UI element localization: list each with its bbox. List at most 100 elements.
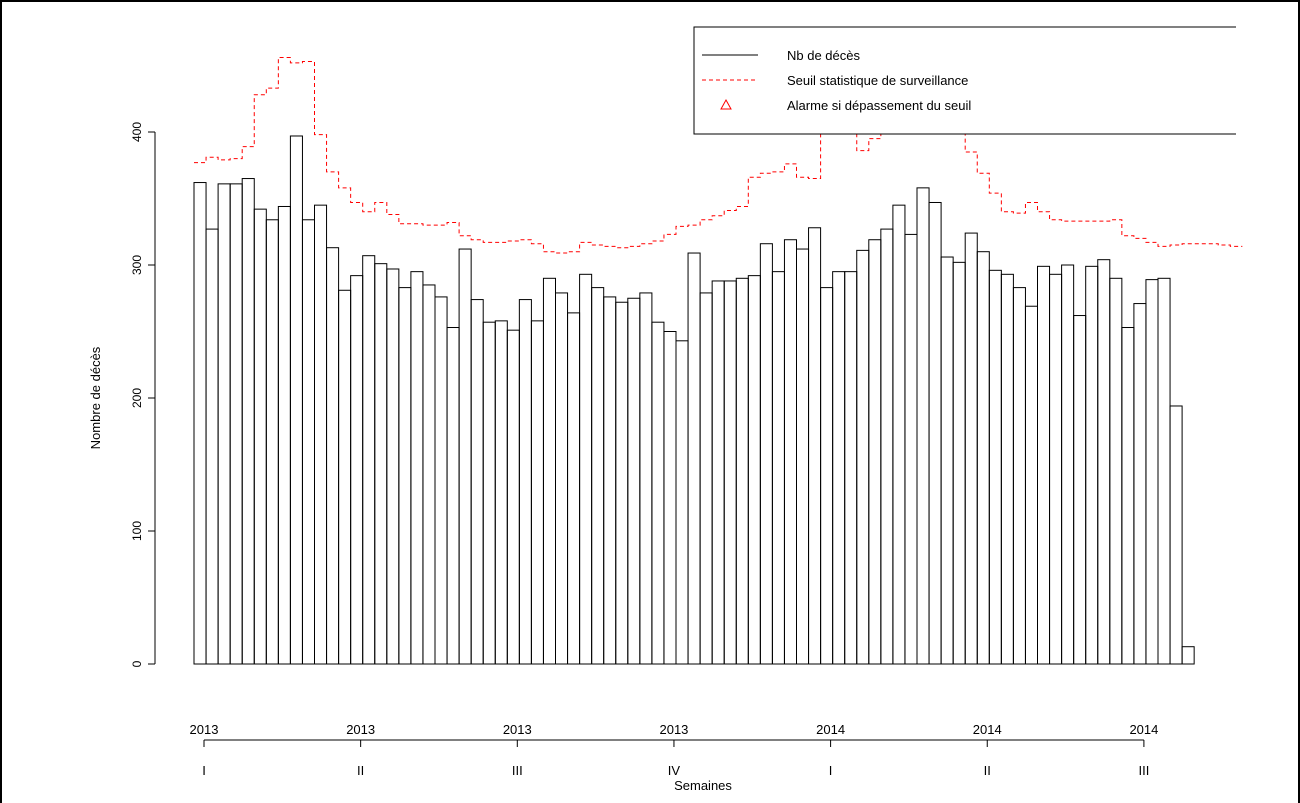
bar-week-20 bbox=[422, 284, 436, 665]
bar-week-67 bbox=[988, 269, 1002, 665]
bar-week-9 bbox=[289, 135, 303, 665]
legend-label-2: Alarme si dépassement du seuil bbox=[787, 98, 971, 113]
bar-week-15 bbox=[362, 255, 376, 665]
y-tick-label-100: 100 bbox=[130, 521, 144, 541]
bar-week-78 bbox=[1121, 327, 1135, 665]
legend-label-1: Seuil statistique de surveillance bbox=[787, 73, 968, 88]
bar-week-3 bbox=[217, 183, 231, 665]
bar-week-81 bbox=[1157, 277, 1171, 665]
bar-week-63 bbox=[940, 256, 954, 665]
bar-week-4 bbox=[229, 183, 243, 665]
legend-label-0: Nb de décès bbox=[787, 48, 860, 63]
x-year-label-4: 2014 bbox=[816, 722, 845, 737]
bar-week-5 bbox=[241, 178, 255, 665]
x-quarter-label-1: II bbox=[357, 763, 364, 778]
x-year-label-1: 2013 bbox=[346, 722, 375, 737]
bar-week-23 bbox=[458, 248, 472, 665]
bar-week-27 bbox=[506, 329, 520, 665]
bar-week-42 bbox=[687, 252, 701, 665]
x-quarter-label-2: III bbox=[512, 763, 523, 778]
bar-week-76 bbox=[1097, 259, 1111, 665]
bar-week-74 bbox=[1073, 315, 1087, 665]
bar-week-47 bbox=[747, 275, 761, 665]
bar-week-57 bbox=[868, 239, 882, 665]
bar-week-53 bbox=[820, 287, 834, 665]
bar-week-8 bbox=[277, 205, 291, 665]
x-axis-label: Semaines bbox=[674, 778, 732, 793]
y-tick-label-300: 300 bbox=[130, 255, 144, 275]
bar-week-41 bbox=[675, 340, 689, 665]
bar-week-17 bbox=[386, 268, 400, 665]
x-quarter-label-3: IV bbox=[668, 763, 681, 778]
y-axis-label: Nombre de décès bbox=[88, 346, 103, 449]
bar-week-35 bbox=[603, 296, 617, 665]
bar-week-71 bbox=[1037, 265, 1051, 665]
bar-week-56 bbox=[856, 249, 870, 665]
bar-week-30 bbox=[542, 277, 557, 665]
x-quarter-label-0: I bbox=[202, 763, 206, 778]
bar-week-6 bbox=[253, 208, 267, 665]
bar-week-33 bbox=[579, 273, 593, 665]
x-axis: 2013 I 2013 II 2013 III 2013 IV 2014 I 2014 II 2014 I… bbox=[190, 722, 1159, 778]
legend: Nb de décès Seuil statistique de surveill… bbox=[693, 26, 1236, 135]
bar-week-58 bbox=[880, 228, 894, 665]
bar-week-18 bbox=[398, 287, 412, 665]
bar-week-55 bbox=[844, 271, 858, 665]
bar-week-77 bbox=[1109, 277, 1123, 665]
legend-box bbox=[693, 26, 1236, 135]
bar-week-65 bbox=[964, 232, 978, 665]
bar-week-66 bbox=[976, 251, 990, 665]
x-year-label-2: 2013 bbox=[503, 722, 532, 737]
bar-week-2 bbox=[205, 228, 219, 665]
bar-week-60 bbox=[904, 233, 918, 665]
bar-week-70 bbox=[1024, 305, 1038, 665]
bar-week-68 bbox=[1000, 273, 1014, 665]
bar-week-19 bbox=[410, 271, 424, 665]
bar-week-12 bbox=[326, 247, 340, 665]
bar-week-52 bbox=[808, 227, 822, 665]
x-year-label-6: 2014 bbox=[1129, 722, 1158, 737]
bar-week-24 bbox=[470, 299, 484, 665]
bar-week-11 bbox=[314, 204, 328, 665]
bar-week-22 bbox=[446, 327, 460, 665]
bar-week-10 bbox=[301, 219, 316, 665]
bar-week-49 bbox=[771, 271, 785, 665]
bar-week-62 bbox=[928, 201, 942, 665]
bar-week-28 bbox=[518, 299, 532, 665]
bar-week-79 bbox=[1133, 303, 1147, 665]
bar-week-48 bbox=[759, 243, 773, 665]
bar-week-75 bbox=[1085, 265, 1099, 665]
bar-week-61 bbox=[916, 187, 930, 665]
bar-week-64 bbox=[952, 261, 966, 665]
y-tick-label-0: 0 bbox=[130, 660, 144, 667]
bar-week-16 bbox=[374, 263, 388, 665]
x-quarter-label-6: III bbox=[1138, 763, 1149, 778]
bar-week-38 bbox=[639, 292, 653, 665]
death-bars bbox=[193, 135, 1195, 665]
y-axis: 0 100 200 300 400 bbox=[130, 122, 156, 667]
y-tick-label-400: 400 bbox=[130, 122, 144, 142]
bar-week-29 bbox=[530, 320, 544, 665]
bar-week-83 bbox=[1181, 646, 1195, 665]
bar-week-40 bbox=[663, 331, 677, 665]
bar-week-59 bbox=[892, 204, 906, 665]
y-tick-label-200: 200 bbox=[130, 388, 144, 408]
bar-week-50 bbox=[783, 239, 798, 665]
x-year-label-0: 2013 bbox=[190, 722, 219, 737]
bar-week-34 bbox=[591, 287, 605, 665]
bar-week-36 bbox=[615, 301, 629, 665]
bar-week-13 bbox=[338, 289, 352, 665]
bar-week-82 bbox=[1169, 405, 1183, 665]
legend-swatch-alarm-triangle bbox=[720, 98, 732, 110]
bar-week-69 bbox=[1012, 287, 1026, 665]
bar-week-51 bbox=[796, 248, 810, 665]
bar-week-31 bbox=[555, 292, 569, 665]
bar-week-7 bbox=[265, 219, 279, 665]
bar-week-72 bbox=[1049, 273, 1063, 665]
x-year-label-5: 2014 bbox=[973, 722, 1002, 737]
x-quarter-label-5: II bbox=[984, 763, 991, 778]
bar-week-43 bbox=[699, 292, 713, 665]
bar-week-26 bbox=[494, 320, 508, 665]
